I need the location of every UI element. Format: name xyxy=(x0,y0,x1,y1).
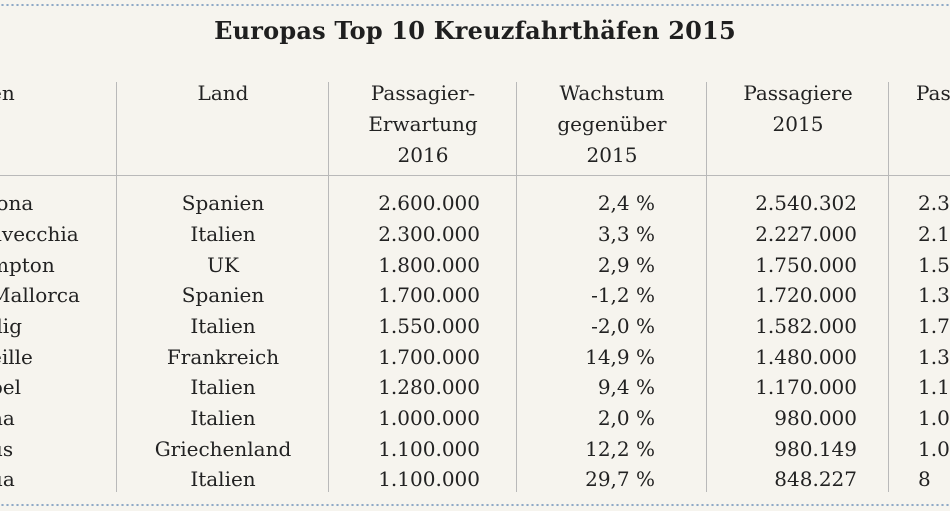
cell-erwartung: 2.300.000 xyxy=(378,222,480,246)
table-row: na Italien 1.000.000 2,0 % 980.000 1.0 xyxy=(0,403,950,434)
cell-passagiere-2014: 2.1 xyxy=(918,222,950,246)
cell-passagiere-2014: 8 xyxy=(918,467,931,491)
cell-erwartung: 1.550.000 xyxy=(378,314,480,338)
cell-land: Italien xyxy=(190,222,256,246)
cell-wachstum: 3,3 % xyxy=(597,222,655,246)
cell-passagiere-2014: 2.3 xyxy=(918,191,950,215)
cell-passagiere-2014: 1.5 xyxy=(918,253,950,277)
cell-hafen: ua xyxy=(0,467,15,491)
column-divider xyxy=(328,82,329,492)
cell-land: Italien xyxy=(190,375,256,399)
table-row: ua Italien 1.100.000 29,7 % 848.227 8 xyxy=(0,464,950,495)
cell-erwartung: 2.600.000 xyxy=(378,191,480,215)
cell-wachstum: 2,0 % xyxy=(597,406,655,430)
cell-land: Italien xyxy=(190,314,256,338)
cell-hafen: dig xyxy=(0,314,23,338)
cell-land: Spanien xyxy=(181,283,265,307)
cell-wachstum: 12,2 % xyxy=(585,437,655,461)
cell-passagiere-2015: 1.720.000 xyxy=(755,283,857,307)
cell-passagiere-2014: 1.3 xyxy=(918,345,950,369)
cell-hafen: na xyxy=(0,406,15,430)
cell-wachstum: -1,2 % xyxy=(591,283,655,307)
cell-land: Italien xyxy=(190,406,256,430)
table-row: eille Frankreich 1.700.000 14,9 % 1.480.… xyxy=(0,342,950,373)
header-land: Land xyxy=(197,81,249,105)
cell-passagiere-2014: 1.3 xyxy=(918,283,950,307)
cell-erwartung: 1.100.000 xyxy=(378,437,480,461)
cell-land: Frankreich xyxy=(166,345,280,369)
cell-hafen: pel xyxy=(0,375,22,399)
cell-land: Griechenland xyxy=(154,437,292,461)
cell-passagiere-2014: 1.1 xyxy=(918,375,950,399)
cell-erwartung: 1.000.000 xyxy=(378,406,480,430)
cell-passagiere-2015: 1.170.000 xyxy=(755,375,857,399)
cell-passagiere-2015: 2.227.000 xyxy=(755,222,857,246)
table-row: us Griechenland 1.100.000 12,2 % 980.149… xyxy=(0,434,950,465)
bottom-dotted-border xyxy=(0,504,950,506)
header-erwartung: Passagier- Erwartung 2016 xyxy=(368,81,478,167)
cell-erwartung: 1.700.000 xyxy=(378,345,480,369)
cell-land: Italien xyxy=(190,467,256,491)
header-wachstum: Wachstum gegenüber 2015 xyxy=(557,81,667,167)
cell-wachstum: 14,9 % xyxy=(585,345,655,369)
cell-passagiere-2015: 1.480.000 xyxy=(755,345,857,369)
cell-hafen: avecchia xyxy=(0,222,79,246)
cell-erwartung: 1.800.000 xyxy=(378,253,480,277)
cell-hafen: eille xyxy=(0,345,33,369)
cell-erwartung: 1.280.000 xyxy=(378,375,480,399)
table-row: avecchia Italien 2.300.000 3,3 % 2.227.0… xyxy=(0,219,950,250)
cell-hafen: mpton xyxy=(0,253,55,277)
cell-wachstum: 9,4 % xyxy=(597,375,655,399)
cell-passagiere-2014: 1.0 xyxy=(918,437,950,461)
table-row: lona Spanien 2.600.000 2,4 % 2.540.302 2… xyxy=(0,188,950,219)
column-divider xyxy=(888,82,889,492)
cell-passagiere-2015: 1.750.000 xyxy=(755,253,857,277)
cell-hafen: lona xyxy=(0,191,34,215)
header-hafen: en xyxy=(0,81,15,105)
cell-wachstum: -2,0 % xyxy=(591,314,655,338)
table-row: pel Italien 1.280.000 9,4 % 1.170.000 1.… xyxy=(0,372,950,403)
cell-passagiere-2015: 848.227 xyxy=(774,467,857,491)
cell-wachstum: 29,7 % xyxy=(585,467,655,491)
cell-land: Spanien xyxy=(181,191,265,215)
cell-wachstum: 2,9 % xyxy=(597,253,655,277)
cell-passagiere-2015: 2.540.302 xyxy=(755,191,857,215)
cell-erwartung: 1.100.000 xyxy=(378,467,480,491)
cell-hafen: us xyxy=(0,437,14,461)
cell-erwartung: 1.700.000 xyxy=(378,283,480,307)
cell-passagiere-2015: 980.000 xyxy=(774,406,857,430)
column-divider xyxy=(706,82,707,492)
header-passagiere-2015: Passagiere 2015 xyxy=(743,81,853,136)
cell-hafen: Mallorca xyxy=(0,283,80,307)
table-row: Mallorca Spanien 1.700.000 -1,2 % 1.720.… xyxy=(0,280,950,311)
cell-passagiere-2014: 1.0 xyxy=(918,406,950,430)
table-row: mpton UK 1.800.000 2,9 % 1.750.000 1.5 xyxy=(0,250,950,281)
header-passagiere-2014: Pas xyxy=(916,81,950,105)
column-divider xyxy=(516,82,517,492)
cell-wachstum: 2,4 % xyxy=(597,191,655,215)
column-divider xyxy=(116,82,117,492)
table-row: dig Italien 1.550.000 -2,0 % 1.582.000 1… xyxy=(0,311,950,342)
cell-land: UK xyxy=(207,253,239,277)
header-divider xyxy=(0,175,950,176)
top-dotted-border xyxy=(0,4,950,6)
cell-passagiere-2015: 980.149 xyxy=(774,437,857,461)
cell-passagiere-2015: 1.582.000 xyxy=(755,314,857,338)
table-title: Europas Top 10 Kreuzfahrthäfen 2015 xyxy=(214,16,736,45)
cell-passagiere-2014: 1.7 xyxy=(918,314,950,338)
